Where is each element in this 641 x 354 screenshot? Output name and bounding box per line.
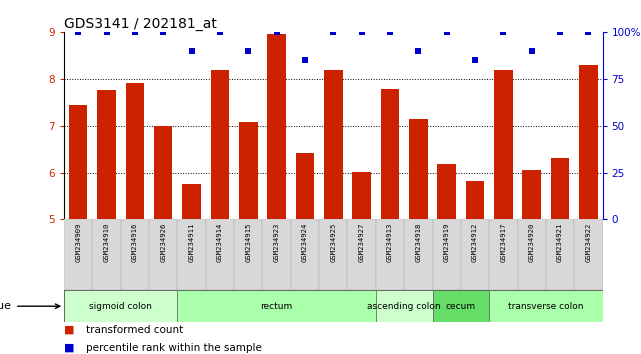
Bar xyxy=(262,219,291,290)
Bar xyxy=(437,164,456,219)
Bar xyxy=(404,219,433,290)
Point xyxy=(328,29,338,35)
Text: GSM234916: GSM234916 xyxy=(132,223,138,262)
Text: GSM234910: GSM234910 xyxy=(104,223,110,262)
Point xyxy=(498,29,508,35)
Text: GSM234922: GSM234922 xyxy=(585,223,592,262)
Bar xyxy=(319,219,347,290)
Text: transformed count: transformed count xyxy=(86,325,183,335)
Text: GSM234926: GSM234926 xyxy=(160,223,166,262)
Text: rectum: rectum xyxy=(260,302,293,311)
Bar xyxy=(347,219,376,290)
Text: GSM234917: GSM234917 xyxy=(501,223,506,262)
Bar xyxy=(154,126,172,219)
Point xyxy=(215,29,225,35)
Bar xyxy=(126,82,144,219)
Point xyxy=(300,57,310,63)
Point xyxy=(101,29,112,35)
Bar xyxy=(239,122,258,219)
Text: GSM234923: GSM234923 xyxy=(274,223,279,262)
Point xyxy=(130,29,140,35)
Text: GSM234918: GSM234918 xyxy=(415,223,421,262)
Bar xyxy=(466,181,484,219)
Text: sigmoid colon: sigmoid colon xyxy=(89,302,152,311)
Bar xyxy=(517,219,546,290)
Text: GSM234924: GSM234924 xyxy=(302,223,308,262)
Text: GDS3141 / 202181_at: GDS3141 / 202181_at xyxy=(64,17,217,31)
Bar xyxy=(64,290,178,322)
Bar xyxy=(69,104,87,219)
Text: ascending colon: ascending colon xyxy=(367,302,441,311)
Point xyxy=(555,29,565,35)
Text: GSM234914: GSM234914 xyxy=(217,223,223,262)
Point xyxy=(158,29,169,35)
Bar xyxy=(574,219,603,290)
Bar xyxy=(183,184,201,219)
Bar xyxy=(489,290,603,322)
Bar xyxy=(546,219,574,290)
Bar xyxy=(551,158,569,219)
Bar xyxy=(206,219,234,290)
Text: GSM234927: GSM234927 xyxy=(359,223,365,262)
Text: tissue: tissue xyxy=(0,301,60,311)
Point xyxy=(73,29,83,35)
Bar xyxy=(433,290,489,322)
Text: GSM234911: GSM234911 xyxy=(188,223,195,262)
Bar xyxy=(461,219,489,290)
Bar xyxy=(579,65,597,219)
Point xyxy=(385,29,395,35)
Text: percentile rank within the sample: percentile rank within the sample xyxy=(86,343,262,353)
Text: GSM234920: GSM234920 xyxy=(529,223,535,262)
Bar xyxy=(121,219,149,290)
Text: GSM234909: GSM234909 xyxy=(75,223,81,262)
Text: GSM234921: GSM234921 xyxy=(557,223,563,262)
Bar xyxy=(178,219,206,290)
Bar xyxy=(376,290,433,322)
Bar xyxy=(409,119,428,219)
Point xyxy=(413,48,424,53)
Bar xyxy=(149,219,178,290)
Text: ■: ■ xyxy=(64,343,74,353)
Bar xyxy=(234,219,262,290)
Text: GSM234913: GSM234913 xyxy=(387,223,393,262)
Text: cecum: cecum xyxy=(445,302,476,311)
Bar xyxy=(433,219,461,290)
Bar xyxy=(64,219,92,290)
Point xyxy=(442,29,452,35)
Point xyxy=(470,57,480,63)
Bar xyxy=(92,219,121,290)
Point xyxy=(356,29,367,35)
Bar xyxy=(267,34,286,219)
Point xyxy=(583,29,594,35)
Bar xyxy=(291,219,319,290)
Bar xyxy=(522,170,541,219)
Bar xyxy=(376,219,404,290)
Bar xyxy=(97,91,116,219)
Bar xyxy=(489,219,517,290)
Point xyxy=(187,48,197,53)
Point xyxy=(243,48,253,53)
Bar xyxy=(178,290,376,322)
Bar xyxy=(296,153,314,219)
Bar xyxy=(324,70,342,219)
Text: GSM234915: GSM234915 xyxy=(246,223,251,262)
Text: GSM234925: GSM234925 xyxy=(330,223,337,262)
Point xyxy=(526,48,537,53)
Bar xyxy=(381,89,399,219)
Point xyxy=(272,29,282,35)
Text: transverse colon: transverse colon xyxy=(508,302,583,311)
Text: ■: ■ xyxy=(64,325,74,335)
Bar xyxy=(353,172,371,219)
Text: GSM234912: GSM234912 xyxy=(472,223,478,262)
Text: GSM234919: GSM234919 xyxy=(444,223,450,262)
Bar xyxy=(211,70,229,219)
Bar xyxy=(494,70,513,219)
